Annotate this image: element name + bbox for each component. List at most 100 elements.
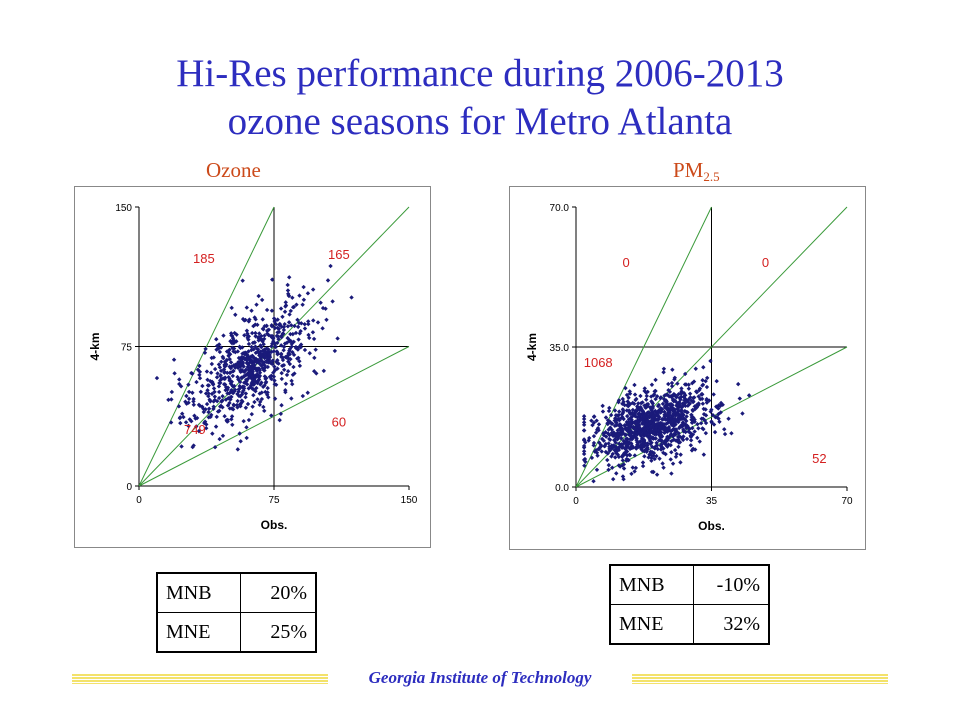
data-point: [647, 415, 652, 420]
count-label: 0: [762, 255, 769, 270]
data-point: [278, 343, 284, 348]
data-point: [227, 406, 233, 411]
data-point: [220, 433, 226, 438]
data-point: [216, 389, 222, 395]
data-point: [679, 435, 685, 441]
ozone-stats-table: MNB 20% MNE 25%: [156, 572, 317, 653]
data-point: [695, 435, 700, 441]
data-point: [332, 348, 338, 354]
data-point: [289, 396, 294, 401]
data-point: [240, 384, 245, 390]
data-point: [591, 433, 597, 439]
data-point: [305, 291, 311, 296]
data-point: [290, 372, 296, 378]
data-point: [328, 263, 333, 269]
data-point: [262, 333, 267, 338]
data-point: [246, 341, 252, 347]
data-point: [284, 372, 290, 378]
data-point: [266, 395, 271, 400]
data-point: [635, 415, 640, 420]
data-point: [623, 385, 628, 391]
x-tick-label: 0: [136, 495, 142, 506]
data-point: [239, 398, 245, 403]
data-point: [310, 287, 316, 292]
data-point: [230, 390, 236, 396]
data-point: [203, 346, 208, 352]
metric-value: -10%: [693, 564, 770, 605]
data-point: [296, 320, 302, 326]
data-point: [290, 305, 296, 310]
data-point: [634, 437, 639, 443]
data-point: [631, 424, 636, 430]
data-point: [197, 369, 203, 375]
data-point: [271, 316, 277, 321]
panel-label-ozone: Ozone: [206, 158, 261, 183]
data-point: [197, 372, 202, 378]
data-point: [668, 457, 673, 462]
data-point: [262, 408, 267, 414]
data-point: [194, 424, 199, 429]
data-point: [670, 428, 675, 433]
data-point: [690, 425, 695, 431]
data-point: [624, 422, 630, 427]
data-point: [662, 409, 667, 415]
data-point: [244, 357, 249, 363]
reference-line-3: [138, 346, 410, 487]
data-point: [648, 411, 654, 416]
data-point: [709, 407, 714, 412]
data-point: [628, 428, 633, 433]
data-point: [297, 363, 303, 369]
data-point: [203, 391, 209, 396]
data-point: [266, 327, 272, 332]
data-point: [653, 377, 658, 383]
x-tick-label: 75: [268, 495, 280, 506]
data-point: [262, 374, 268, 379]
data-point: [264, 307, 270, 313]
data-point: [290, 349, 295, 355]
data-point: [621, 431, 626, 436]
data-point: [253, 350, 259, 356]
data-point: [606, 462, 612, 468]
data-point: [642, 454, 647, 459]
data-point: [212, 394, 218, 399]
data-point: [628, 433, 634, 438]
count-label: 52: [812, 451, 826, 466]
data-point: [227, 356, 232, 362]
data-point: [257, 367, 263, 373]
data-point: [302, 321, 307, 327]
data-point: [245, 333, 250, 339]
footer-text: Georgia Institute of Technology: [368, 668, 592, 687]
count-label: 60: [332, 414, 346, 429]
data-point: [306, 319, 311, 324]
data-point: [581, 451, 587, 457]
data-point: [606, 408, 612, 414]
x-tick-label: 0: [573, 496, 579, 507]
data-point: [700, 401, 706, 406]
data-point: [641, 444, 647, 449]
data-point: [283, 303, 289, 308]
data-point: [178, 420, 183, 426]
data-point: [643, 390, 649, 395]
data-point: [349, 295, 354, 300]
data-point: [312, 355, 317, 361]
data-point: [234, 402, 240, 408]
data-point: [605, 457, 610, 463]
data-point: [683, 429, 688, 435]
data-point: [635, 431, 640, 436]
data-point: [233, 365, 238, 370]
data-point: [231, 346, 237, 351]
data-point: [683, 382, 689, 387]
metric-label: MNE: [156, 612, 241, 653]
data-point: [236, 377, 241, 382]
data-point: [681, 403, 686, 408]
metric-label: MNB: [609, 564, 694, 605]
data-point: [290, 295, 295, 300]
data-point: [591, 420, 597, 425]
data-point: [654, 472, 660, 477]
data-point: [184, 393, 189, 399]
data-point: [658, 410, 663, 415]
data-point: [596, 422, 602, 427]
data-point: [653, 388, 658, 394]
data-point: [696, 426, 701, 431]
data-point: [274, 360, 280, 365]
